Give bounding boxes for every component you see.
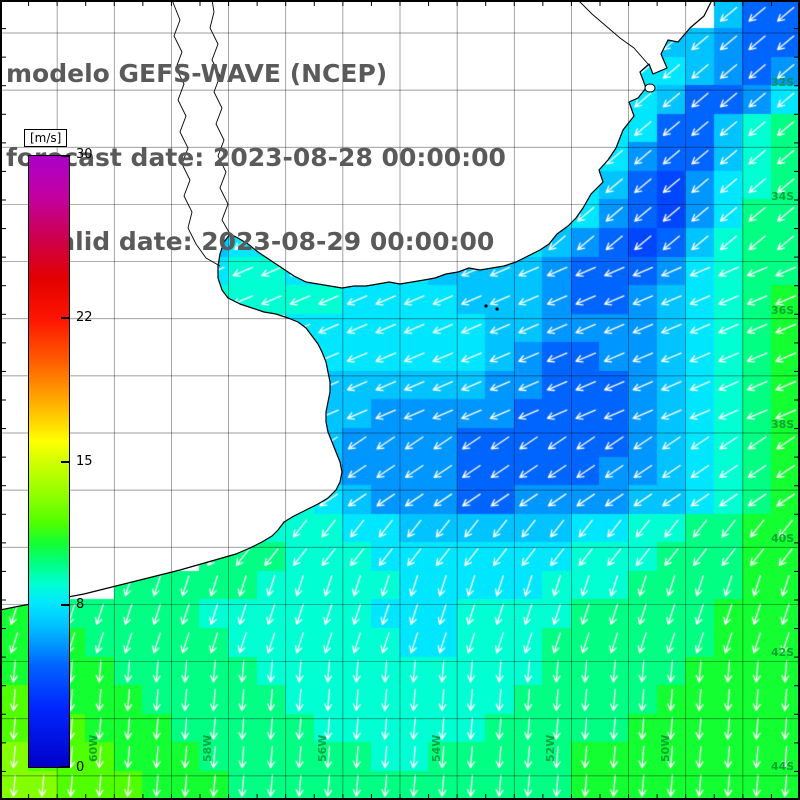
colorbar-tick-mark: [61, 155, 70, 157]
lat-label: 36S: [771, 304, 794, 317]
lon-label: 52W: [544, 735, 557, 762]
lon-label: 60W: [87, 735, 100, 762]
colorbar-tick-mark: [61, 317, 70, 320]
lat-label: 34S: [771, 190, 794, 203]
colorbar-tick-label: 0: [76, 760, 85, 775]
forecast-date-label: forecast date: 2023-08-28 00:00:00: [6, 143, 506, 172]
colorbar-tick-label: 30: [76, 147, 93, 162]
colorbar-tick-mark: [61, 766, 70, 768]
lat-label: 42S: [771, 646, 794, 659]
lon-label: 58W: [201, 735, 214, 762]
colorbar-tick-label: 8: [76, 596, 85, 612]
valid-date-label: valid date: 2023-08-29 00:00:00: [42, 227, 495, 256]
title-block: modelo GEFS-WAVE (NCEP) forecast date: 2…: [6, 4, 506, 312]
colorbar-tick-mark: [61, 603, 70, 606]
model-title: modelo GEFS-WAVE (NCEP): [6, 59, 388, 88]
lat-label: 38S: [771, 418, 794, 431]
colorbar-unit-label: [m/s]: [24, 129, 68, 147]
lon-label: 54W: [430, 735, 443, 762]
colorbar-tick-label: 15: [76, 453, 93, 469]
island-dot: [495, 307, 499, 311]
country-border: [577, 0, 649, 65]
island-dot: [484, 304, 488, 308]
colorbar-tick-mark: [61, 460, 70, 463]
lat-label: 32S: [771, 76, 794, 89]
lon-label: 50W: [659, 735, 672, 762]
lagoon: [644, 83, 656, 93]
country-border: [209, 0, 231, 235]
country-border: [171, 0, 221, 267]
coastline: [0, 0, 713, 611]
colorbar-tick-label: 22: [76, 310, 93, 326]
land-area: [0, 0, 712, 610]
lat-label: 40S: [771, 532, 794, 545]
lat-label: 44S: [771, 760, 794, 773]
lon-label: 56W: [316, 735, 329, 762]
axis-labels: 32S 34S 36S 38S 40S 42S 44S 60W 58W 56W 54W 52W 50W: [87, 76, 794, 773]
